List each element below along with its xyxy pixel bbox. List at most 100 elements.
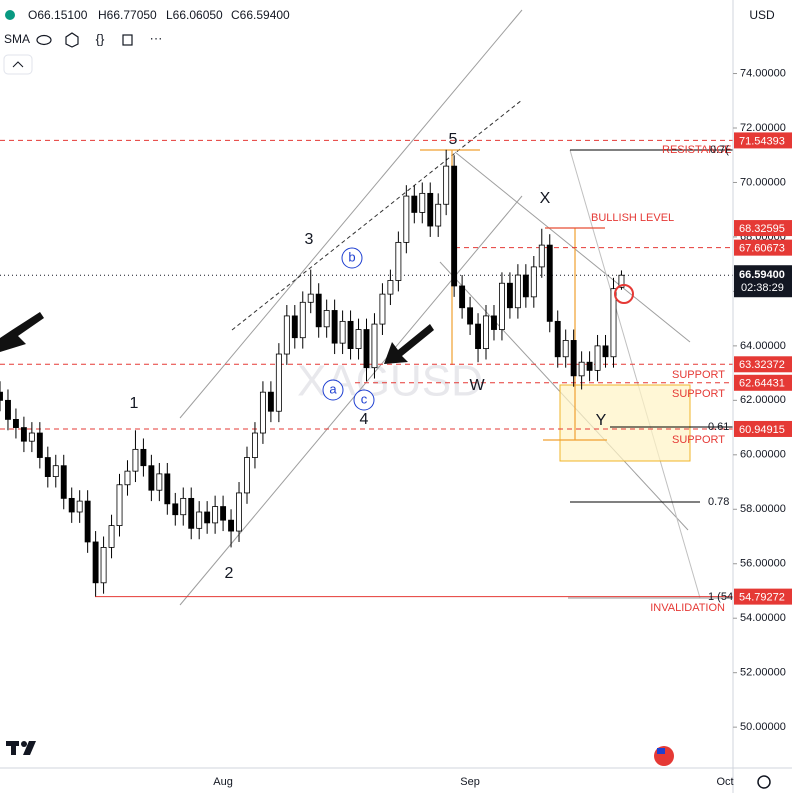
candle-body xyxy=(379,293,386,325)
candle-body xyxy=(483,315,489,349)
settings-button[interactable] xyxy=(757,775,771,789)
down-channel-upper xyxy=(454,151,691,343)
candle-body xyxy=(116,484,123,527)
candle-body xyxy=(514,274,521,309)
last-price-box xyxy=(734,265,792,298)
candle-body xyxy=(212,506,219,524)
currency-label[interactable]: USD xyxy=(749,8,775,22)
indicator-tools[interactable]: {} ··· xyxy=(36,30,163,48)
candle-body xyxy=(275,353,282,412)
sub-wave-circle xyxy=(322,379,344,401)
y-tick-label: 64.00000 xyxy=(740,340,786,352)
delete-icon[interactable] xyxy=(122,34,133,46)
candle-body xyxy=(554,320,561,358)
y-tick-label: 60.00000 xyxy=(740,449,786,461)
channel-lower xyxy=(179,195,523,606)
candle-body xyxy=(331,310,338,344)
visibility-icon[interactable] xyxy=(36,34,52,46)
candle-body xyxy=(20,427,27,442)
candle-body xyxy=(419,192,426,213)
level-price-box xyxy=(734,356,792,373)
sub-wave-label: a xyxy=(329,381,337,396)
sub-wave-label: c xyxy=(361,391,368,406)
candle-body xyxy=(363,329,370,369)
logo-part xyxy=(21,741,27,747)
support-label: SUPPORT xyxy=(672,369,725,381)
corrective-label: W xyxy=(469,377,485,394)
settings-icon[interactable] xyxy=(65,32,79,48)
arrow xyxy=(384,324,434,364)
candle-body xyxy=(570,340,577,377)
candle-body xyxy=(0,391,3,401)
candle-body xyxy=(220,506,227,521)
y-tick-label: 74.00000 xyxy=(740,67,786,79)
logo xyxy=(6,741,36,755)
candle-body xyxy=(188,497,195,529)
candle-body xyxy=(92,541,99,584)
countdown-label: 02:38:29 xyxy=(741,282,784,294)
ohlc-low: L66.06050 xyxy=(166,8,223,22)
collapse-icon xyxy=(12,61,24,68)
candle-body xyxy=(100,547,107,584)
candle-body xyxy=(36,432,43,458)
sub-wave-circle xyxy=(341,247,363,269)
axis-layer: 74.0000072.0000070.0000068.0000066.00000… xyxy=(213,67,792,788)
candle-body xyxy=(172,503,179,516)
x-tick-label: Aug xyxy=(213,776,233,788)
candle-body xyxy=(108,525,115,548)
fib-label: 0.78 xyxy=(708,496,729,508)
candle-body xyxy=(315,293,322,328)
candle-body xyxy=(291,315,298,339)
more-icon[interactable]: ··· xyxy=(150,30,163,45)
logo-part xyxy=(23,741,36,755)
candle-body xyxy=(459,285,466,309)
y-tick-label: 52.00000 xyxy=(740,667,786,679)
fib-diagonal xyxy=(569,149,701,599)
candle-body xyxy=(339,320,346,344)
candle-body xyxy=(132,448,139,472)
candle-body xyxy=(355,329,362,349)
candle-body xyxy=(562,340,569,358)
candle-body xyxy=(244,457,250,494)
candle-body xyxy=(148,465,155,491)
y-tick-label: 62.00000 xyxy=(740,394,786,406)
candle-body xyxy=(180,497,187,516)
collapse-button[interactable] xyxy=(3,54,33,75)
candle-body xyxy=(12,419,19,428)
candle-body xyxy=(124,470,131,486)
support-label: SUPPORT xyxy=(672,388,725,400)
ohlc-close: C66.59400 xyxy=(231,8,290,22)
candle-body xyxy=(228,519,235,532)
level-price-label: 62.64431 xyxy=(739,378,785,390)
candle-body xyxy=(403,195,410,243)
level-price-label: 67.60673 xyxy=(739,243,785,255)
candle-body xyxy=(522,274,529,298)
candle-body xyxy=(546,244,553,322)
corrective-label: X xyxy=(540,190,551,207)
candle-body xyxy=(602,345,609,358)
level-price-box xyxy=(734,420,792,437)
fib-levels xyxy=(568,149,733,599)
indicator-name[interactable]: SMA xyxy=(4,32,30,46)
arrow xyxy=(0,312,44,352)
fib-label: 1 (54 xyxy=(708,591,733,603)
candle-body xyxy=(196,511,203,529)
support-label: SUPPORT xyxy=(672,434,725,446)
source-icon[interactable]: {} xyxy=(96,31,105,46)
ohlc-open: O66.15100 xyxy=(28,8,88,22)
candle-body xyxy=(252,432,258,458)
flag-part xyxy=(657,748,665,754)
candle-body xyxy=(347,320,354,349)
level-price-label: 71.54393 xyxy=(739,135,785,147)
candle-body xyxy=(586,361,593,371)
wave-label: 3 xyxy=(305,231,314,248)
y-tick-label: 54.00000 xyxy=(740,612,786,624)
y-tick-label: 58.00000 xyxy=(740,503,786,515)
logo-part xyxy=(11,741,16,755)
candle-body xyxy=(387,280,394,295)
level-price-label: 60.94915 xyxy=(739,424,785,436)
sub-wave-circles xyxy=(322,247,375,411)
candle-body xyxy=(451,165,458,287)
candle-body xyxy=(267,391,274,412)
